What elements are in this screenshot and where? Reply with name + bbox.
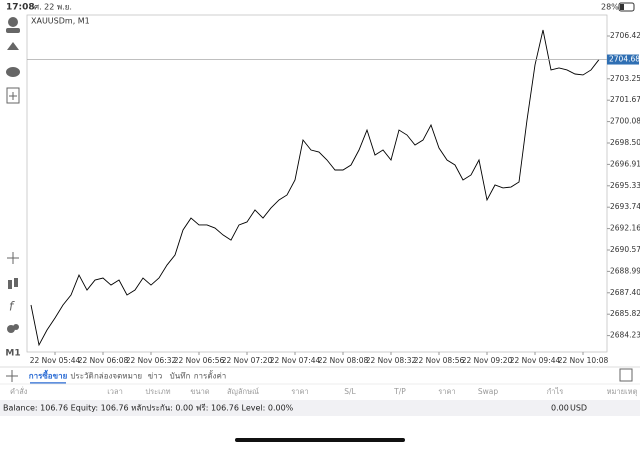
column-header: ขนาด <box>190 387 209 396</box>
battery-icon <box>618 2 635 12</box>
chart: 2706.425 2703.255 2701.670 2700.085 2698.500… <box>27 29 640 365</box>
x-tick-label: 22 Nov 08:08 <box>318 356 369 365</box>
tab[interactable]: ข่าว <box>148 372 162 381</box>
y-tick-label: 2687.405 <box>610 288 640 297</box>
column-header: ราคา <box>291 387 308 396</box>
objects-icon-2 <box>13 324 19 330</box>
column-header: สัญลักษณ์ <box>227 387 259 396</box>
home-indicator <box>235 438 405 442</box>
column-header: คำสั่ง <box>10 386 28 396</box>
column-header: ประเภท <box>145 387 170 396</box>
y-tick-label: 2696.915 <box>610 159 640 168</box>
x-tick-label: 22 Nov 08:32 <box>366 356 417 365</box>
new-order-icon[interactable] <box>6 87 20 104</box>
tabs: การซื้อขาย ประวัติ กล่องจดหมาย ข่าว บันทึก กา… <box>29 370 227 384</box>
tab[interactable]: กล่องจดหมาย <box>94 372 142 381</box>
chart-frame <box>26 14 608 353</box>
tab[interactable]: ประวัติ <box>70 372 93 381</box>
timeframe-button[interactable]: M1 <box>5 349 20 359</box>
panel-icon[interactable] <box>619 368 633 382</box>
x-tick-label: 22 Nov 08:56 <box>414 356 465 365</box>
account-icon-base <box>6 28 20 33</box>
y-tick-label: 2700.085 <box>610 117 640 126</box>
column-header: หมายเหตุ <box>607 387 638 396</box>
last-price-box <box>607 54 639 65</box>
tab[interactable]: บันทึก <box>170 372 191 381</box>
status-time: 17:08 <box>6 3 35 13</box>
account-summary: Balance: 106.76 Equity: 106.76 หลักประกั… <box>3 404 294 413</box>
account-currency: USD <box>570 404 587 413</box>
candles-icon[interactable] <box>8 280 12 289</box>
x-tick-label: 22 Nov 07:20 <box>222 356 273 365</box>
x-tick-label: 22 Nov 10:08 <box>558 356 609 365</box>
account-icon[interactable] <box>8 17 18 27</box>
status-date: ศ. 22 พ.ย. <box>34 3 72 12</box>
tab[interactable]: การตั้งค่า <box>194 370 227 381</box>
chart-title: XAUUSDm, M1 <box>31 17 90 26</box>
column-header: กำไร <box>547 387 564 396</box>
trade-icon[interactable] <box>7 42 19 50</box>
column-header: S/L <box>344 387 356 396</box>
x-tick-label: 22 Nov 07:44 <box>270 356 321 365</box>
new-order-plus <box>9 92 17 100</box>
column-header: ราคา <box>438 387 455 396</box>
column-header: เวลา <box>107 387 123 396</box>
x-tick-label: 22 Nov 06:32 <box>126 356 177 365</box>
indicator-icon[interactable]: f <box>9 300 15 314</box>
y-tick-label: 2692.160 <box>610 224 640 233</box>
status-battery: 28% <box>601 3 619 12</box>
y-tick-label: 2690.575 <box>610 245 640 254</box>
tab[interactable]: การซื้อขาย <box>29 370 68 381</box>
column-header: T/P <box>393 387 406 396</box>
y-tick-label: 2706.425 <box>610 31 640 40</box>
last-price-label: 2704.682 <box>609 55 640 64</box>
y-tick-label: 2693.745 <box>610 202 640 211</box>
x-tick-label: 22 Nov 09:20 <box>462 356 513 365</box>
y-tick-label: 2685.820 <box>610 309 640 318</box>
y-tick-label: 2688.990 <box>610 266 640 275</box>
columns: คำสั่ง เวลา ประเภท ขนาด สัญลักษณ์ ราคา S/L T/P ร… <box>10 386 638 396</box>
y-tick-label: 2701.670 <box>610 95 640 104</box>
battery-level <box>620 4 624 10</box>
x-tick-label: 22 Nov 09:44 <box>510 356 561 365</box>
crosshair-icon[interactable] <box>7 252 19 264</box>
price-line <box>30 29 600 347</box>
x-tick-label: 22 Nov 06:08 <box>78 356 129 365</box>
x-tick-label: 22 Nov 05:44 <box>30 356 81 365</box>
chat-icon[interactable] <box>6 67 20 77</box>
candles-icon-2 <box>14 278 18 287</box>
y-tick-label: 2698.500 <box>610 138 640 147</box>
account-row <box>0 400 640 416</box>
y-tick-label: 2703.255 <box>610 74 640 83</box>
account-profit: 0.00 <box>551 404 569 413</box>
x-tick-label: 22 Nov 06:56 <box>174 356 225 365</box>
y-tick-label: 2684.235 <box>610 331 640 340</box>
sidebar: f M1 <box>5 17 21 359</box>
column-header: Swap <box>478 387 498 396</box>
y-tick-label: 2695.330 <box>610 181 640 190</box>
add-icon[interactable] <box>6 370 18 382</box>
